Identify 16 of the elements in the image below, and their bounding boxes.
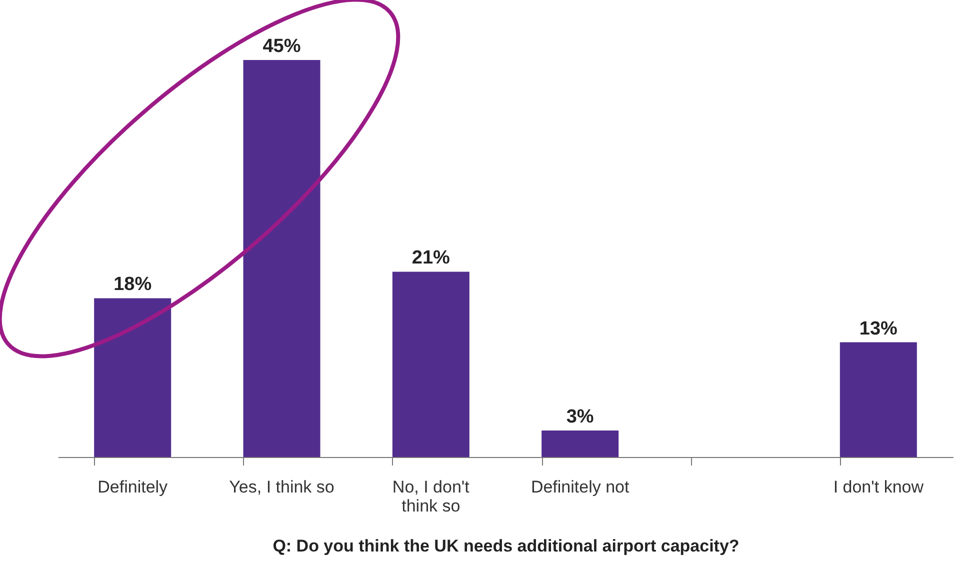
bar: [542, 430, 619, 457]
data-label: 3%: [566, 406, 594, 428]
data-label: 18%: [114, 274, 152, 296]
bar: [94, 298, 172, 457]
bar: [392, 272, 470, 457]
x-tick-label: Yes, I think so: [229, 478, 334, 496]
data-label: 13%: [859, 318, 898, 340]
x-tick-label: Definitely not: [530, 478, 630, 496]
bar: [840, 342, 917, 457]
x-tick-label: No, I don't think so: [392, 478, 470, 516]
bar: [243, 60, 320, 457]
x-tick-label: Definitely: [98, 478, 168, 496]
x-axis-title: Q: Do you think the UK needs additional airport capacity?: [272, 536, 740, 556]
data-label: 45%: [262, 36, 301, 57]
data-label: 21%: [412, 248, 450, 269]
x-tick-label: I don't know: [833, 478, 924, 496]
